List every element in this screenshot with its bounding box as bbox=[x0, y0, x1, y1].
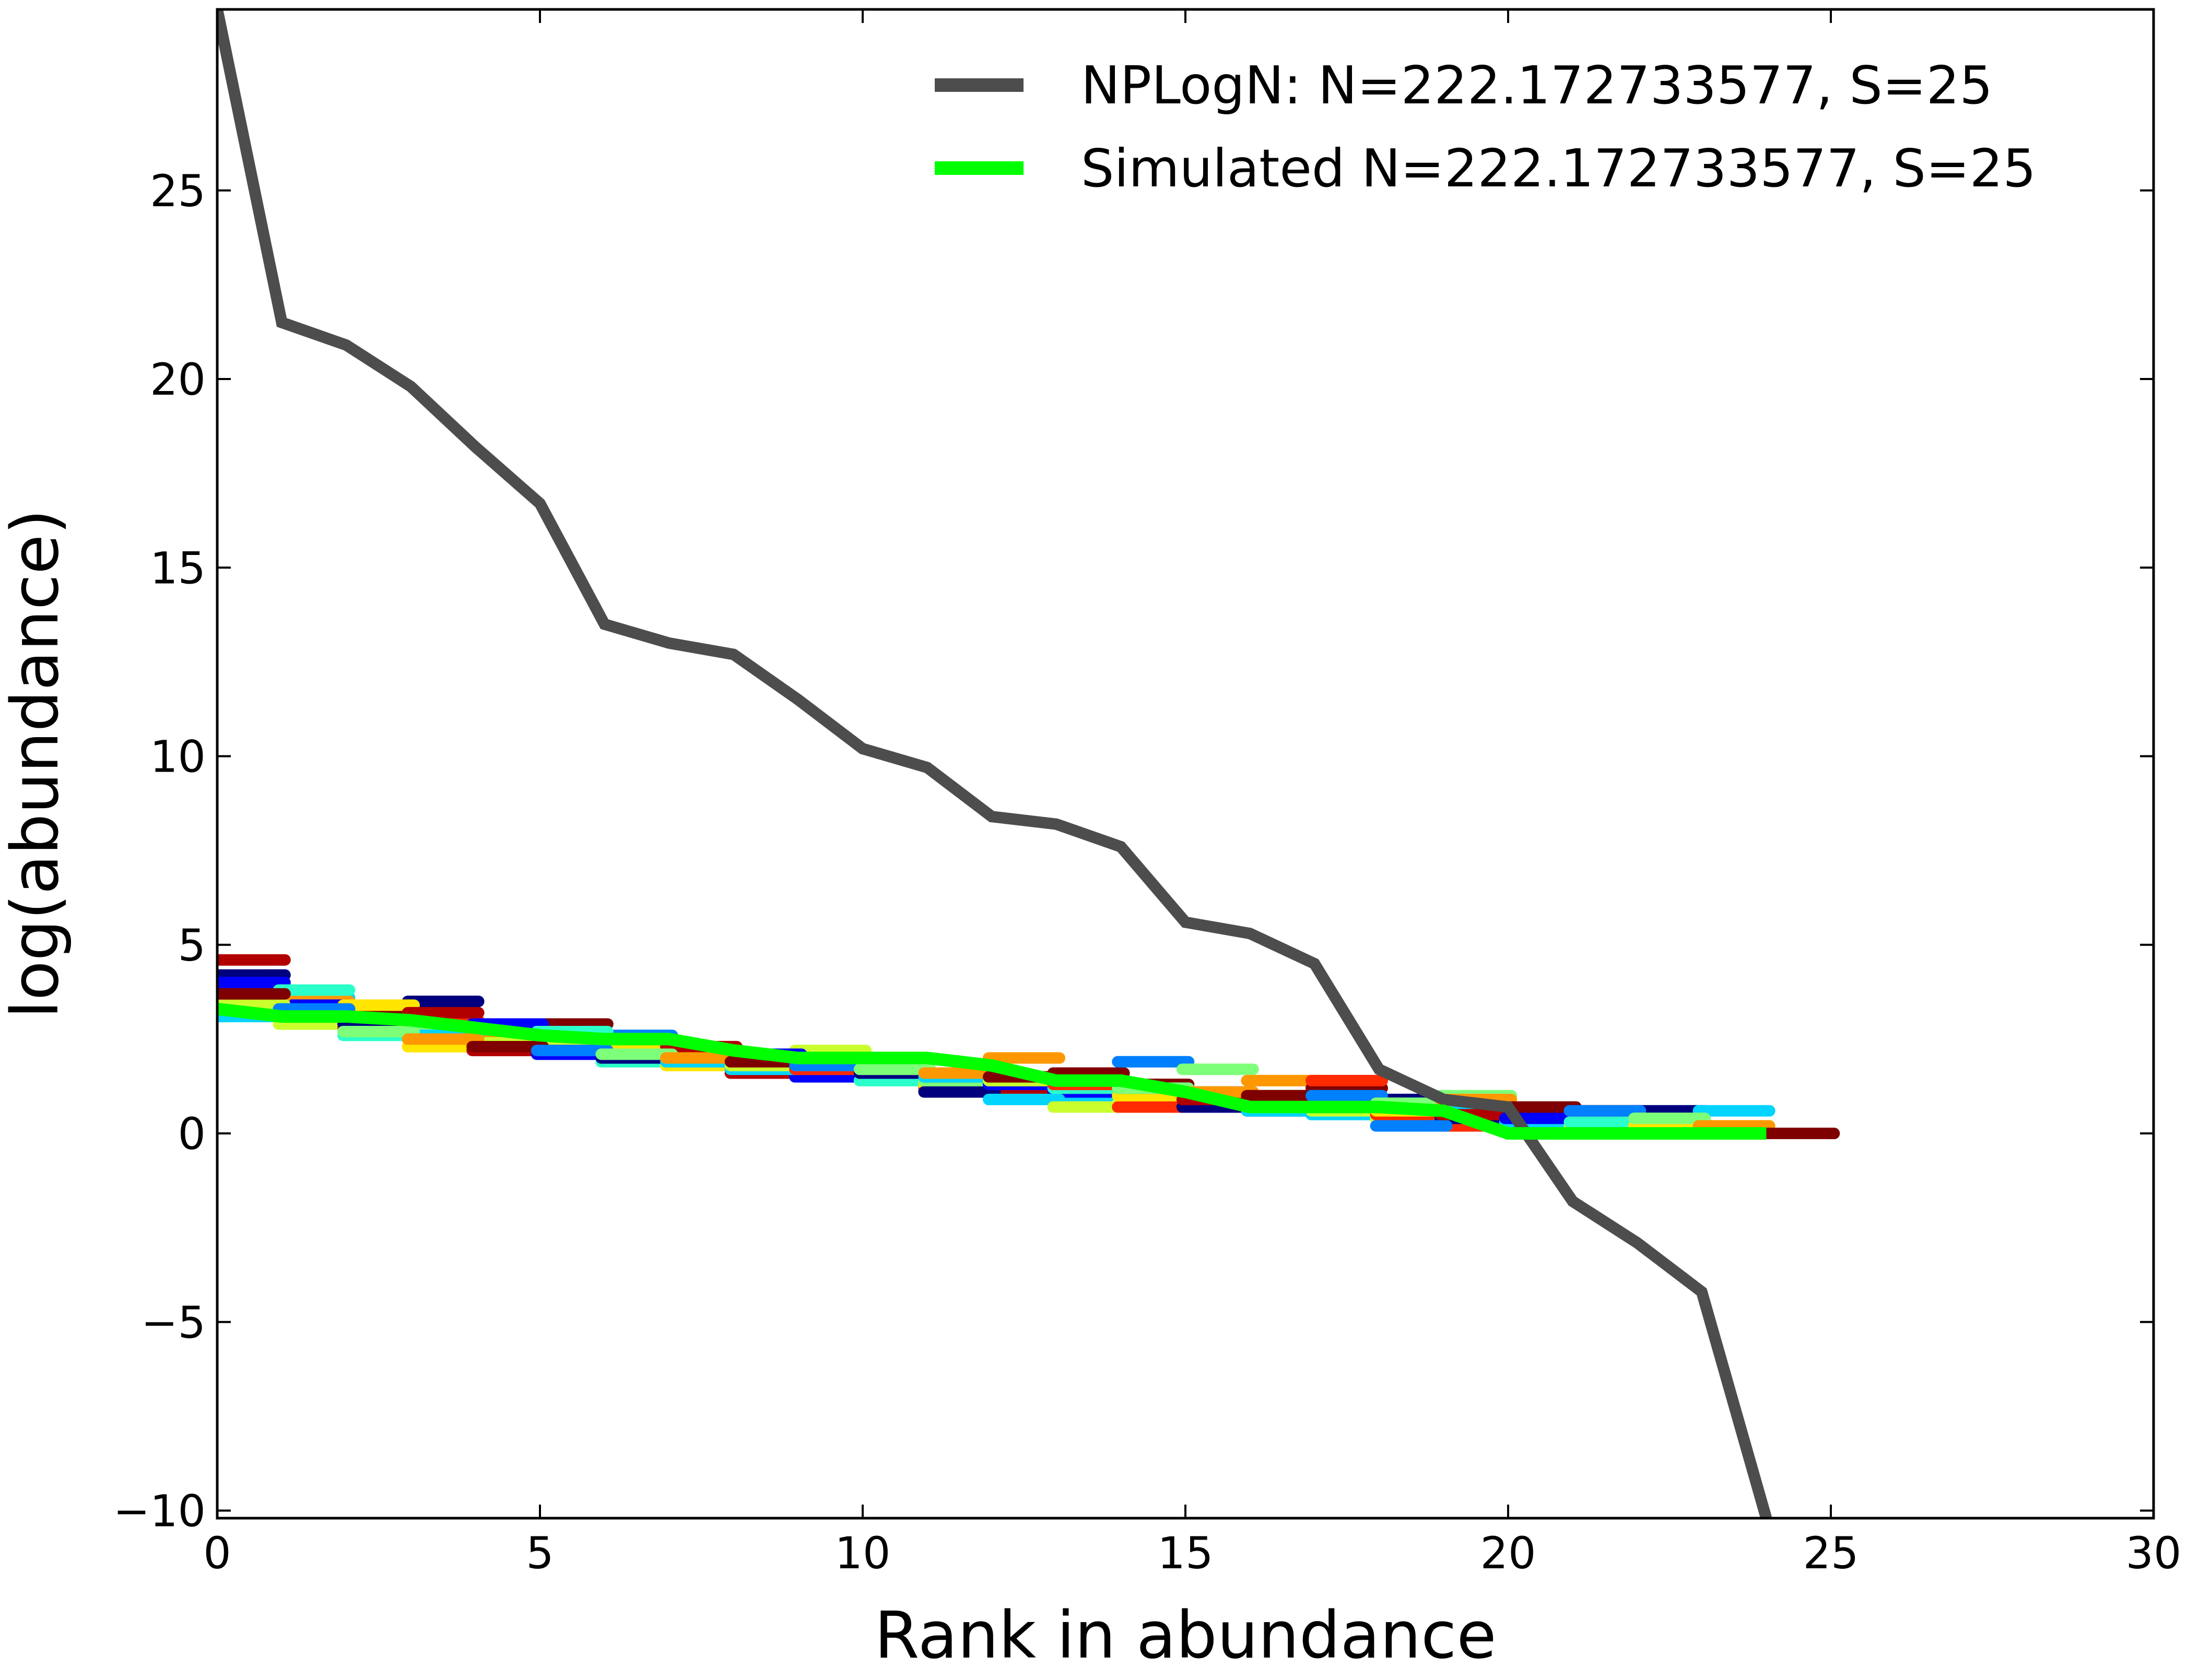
y-tick-label: 0 bbox=[178, 1108, 206, 1160]
plot-frame bbox=[216, 8, 2155, 1520]
y-tick-label: 10 bbox=[150, 731, 206, 783]
x-tick-label: 20 bbox=[1480, 1528, 1536, 1579]
x-tick-label: 15 bbox=[1158, 1528, 1214, 1579]
y-tick-label: −10 bbox=[113, 1486, 206, 1537]
y-tick-label: 15 bbox=[150, 542, 206, 594]
legend-label-simulated: Simulated N=222.172733577, S=25 bbox=[1081, 138, 2036, 199]
x-tick-label: 5 bbox=[526, 1528, 554, 1579]
y-tick-label: 25 bbox=[150, 165, 206, 217]
axis-ticks bbox=[216, 9, 2155, 1518]
legend: NPLogN: N=222.172733577, S=25 Simulated … bbox=[935, 55, 2036, 199]
series-line-simulated bbox=[217, 1002, 1767, 1140]
tick-labels: 0 5 10 15 20 25 30 −10 −5 0 5 10 15 20 25 bbox=[113, 165, 2182, 1579]
x-axis-label: Rank in abundance bbox=[874, 1598, 1496, 1673]
y-axis-label: log(abundance) bbox=[0, 509, 73, 1018]
series-line-nplogn bbox=[217, 9, 1772, 1518]
legend-label-nplogn: NPLogN: N=222.172733577, S=25 bbox=[1081, 55, 1993, 116]
x-tick-label: 0 bbox=[203, 1528, 231, 1579]
x-tick-label: 25 bbox=[1803, 1528, 1859, 1579]
x-tick-label: 30 bbox=[2126, 1528, 2182, 1579]
x-tick-label: 10 bbox=[835, 1528, 891, 1579]
y-tick-label: −5 bbox=[141, 1297, 206, 1348]
y-tick-label: 5 bbox=[178, 920, 206, 971]
y-tick-label: 20 bbox=[150, 354, 206, 405]
